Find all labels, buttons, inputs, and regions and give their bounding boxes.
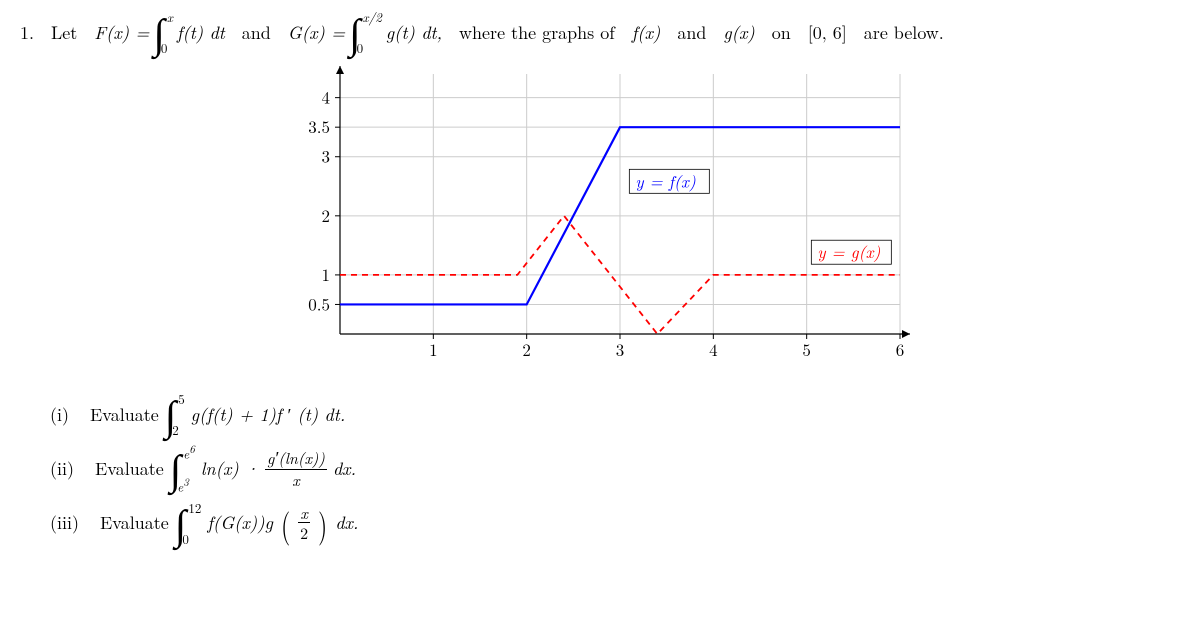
svg-text:4: 4 — [322, 85, 331, 109]
word-evaluate-iii: Evaluate — [100, 510, 169, 535]
rparen-iii: ) — [318, 506, 327, 540]
frac-ii-num: g′(ln(x)) — [265, 448, 327, 468]
subpart-i: (i) Evaluate ∫ 5 2 g(f(t) + 1)f′(t) dt. — [50, 390, 1180, 438]
problem-statement: 1. Let F(x) = ∫ x 0 f(t) dt and G(x) = ∫… — [20, 10, 1180, 54]
G-lower-bound: 0 — [357, 41, 382, 54]
dx-iii: dx. — [335, 510, 358, 535]
word-let: Let — [51, 20, 77, 45]
svg-text:1: 1 — [322, 262, 331, 286]
chart-container: 1 2 3 4 5 6 0.5 1 2 3 3.5 4 y = f(x) y = g(x) — [280, 64, 1180, 370]
ln-ii: ln(x) · — [201, 456, 259, 481]
lower-iii: 0 — [182, 532, 201, 545]
word-and2: and — [677, 20, 706, 45]
tag-iii: (iii) — [50, 510, 79, 535]
upper-iii: 12 — [188, 501, 201, 514]
F-upper-bound: x — [167, 10, 173, 23]
frac-iii: x 2 — [298, 504, 310, 542]
svg-text:2: 2 — [322, 203, 331, 227]
problem-number: 1. — [20, 20, 34, 45]
frac-iii-num: x — [298, 504, 309, 522]
gx-text: g(x) — [723, 20, 754, 45]
interval: [0, 6] — [808, 20, 847, 45]
dx-ii: dx. — [333, 456, 356, 481]
F-integral: ∫ x 0 — [153, 10, 173, 54]
G-integral: ∫ x/2 0 — [349, 10, 382, 54]
frac-ii: g′(ln(x)) x — [265, 448, 327, 488]
G-integrand: g(t) dt, — [386, 20, 442, 45]
svg-text:1: 1 — [429, 337, 438, 361]
upper-i: 5 — [178, 392, 185, 405]
svg-text:0.5: 0.5 — [308, 291, 330, 315]
svg-text:2: 2 — [522, 337, 531, 361]
G-equation: G(x) = — [288, 20, 345, 45]
F-equation: F(x) = — [94, 20, 149, 45]
lower-ii: e3 — [177, 477, 195, 492]
word-and: and — [242, 20, 271, 45]
subpart-ii: (ii) Evaluate ∫ e6 e3 ln(x) · g′(ln(x)) … — [50, 444, 1180, 493]
svg-text:3: 3 — [616, 337, 625, 361]
tag-i: (i) — [50, 402, 69, 427]
G-upper-bound: x/2 — [363, 10, 382, 23]
svg-text:4: 4 — [709, 337, 718, 361]
svg-text:3.5: 3.5 — [308, 114, 330, 138]
word-evaluate-ii: Evaluate — [95, 456, 164, 481]
are-below: are below. — [864, 20, 944, 45]
word-on: on — [772, 20, 791, 45]
body-i-b: (t) dt. — [297, 402, 345, 427]
lparen-iii: ( — [281, 506, 290, 540]
tag-ii: (ii) — [50, 456, 74, 481]
frac-iii-den: 2 — [298, 524, 310, 542]
subpart-iii: (iii) Evaluate ∫ 12 0 f(G(x))g ( x 2 ) d… — [50, 499, 1180, 547]
svg-text:y = f(x): y = f(x) — [635, 168, 696, 192]
upper-ii: e6 — [183, 444, 195, 459]
integral-ii: ∫ e6 e3 — [170, 444, 195, 493]
lower-i: 2 — [172, 423, 185, 436]
svg-text:5: 5 — [802, 337, 811, 361]
word-where: where the graphs of — [459, 20, 615, 45]
F-lower-bound: 0 — [161, 41, 173, 54]
svg-text:y = g(x): y = g(x) — [817, 239, 880, 263]
prime-i: ′ — [287, 402, 291, 427]
chart: 1 2 3 4 5 6 0.5 1 2 3 3.5 4 y = f(x) y = g(x) — [280, 64, 920, 364]
body-iii: f(G(x))g — [207, 510, 273, 535]
svg-text:3: 3 — [322, 144, 331, 168]
integral-iii: ∫ 12 0 — [175, 501, 202, 545]
fx-text: f(x) — [632, 20, 661, 45]
F-integrand: f(t) dt — [177, 20, 225, 45]
integral-i: ∫ 5 2 — [165, 392, 185, 436]
body-i-a: g(f(t) + 1)f — [191, 402, 282, 427]
frac-ii-den: x — [290, 471, 301, 489]
subparts: (i) Evaluate ∫ 5 2 g(f(t) + 1)f′(t) dt. … — [50, 390, 1180, 547]
word-evaluate-i: Evaluate — [90, 402, 159, 427]
svg-text:6: 6 — [896, 337, 905, 361]
